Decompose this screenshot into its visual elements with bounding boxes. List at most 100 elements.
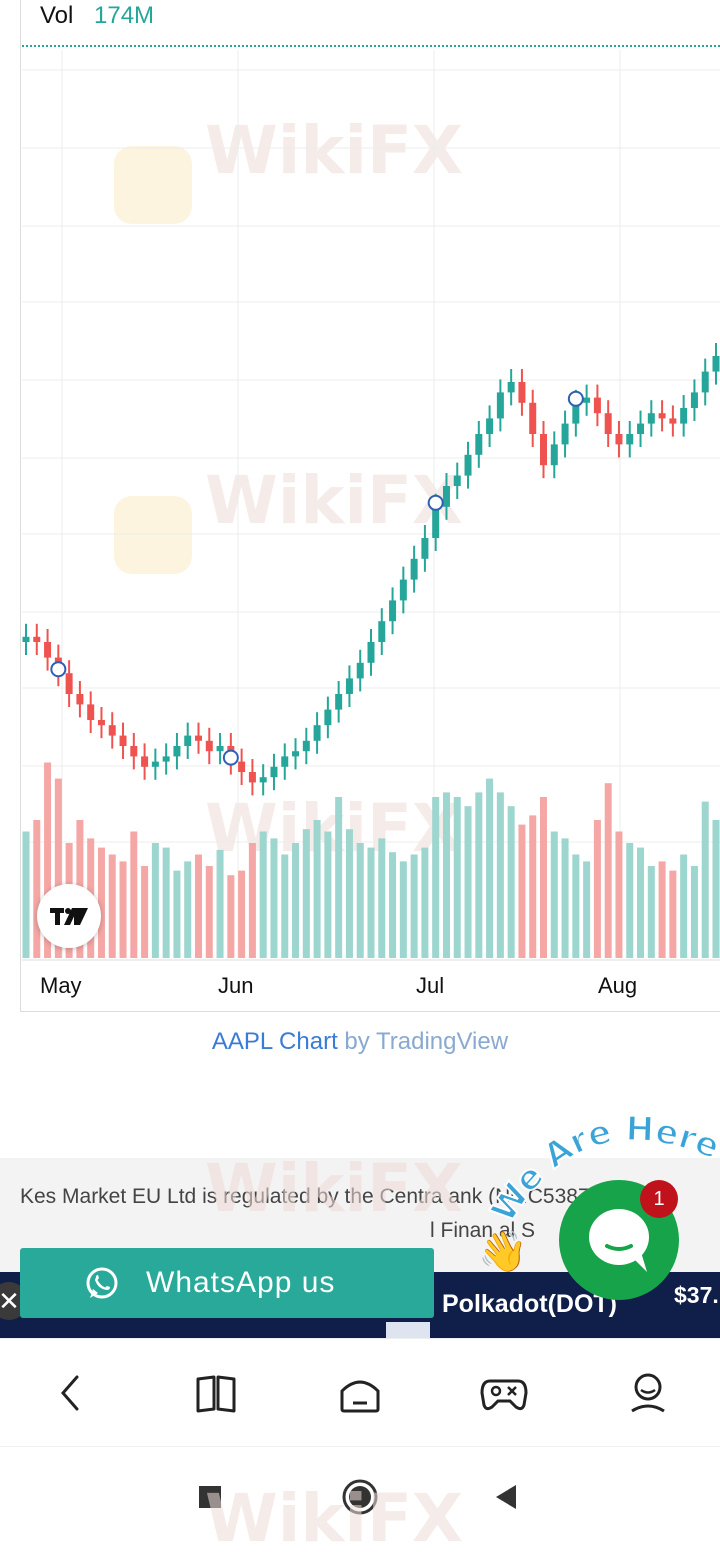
chart-container[interactable] xyxy=(20,0,720,1012)
candle-body xyxy=(119,735,127,746)
candle-body xyxy=(87,704,95,720)
x-tick-aug: Aug xyxy=(598,973,638,998)
volume-bar xyxy=(378,838,386,958)
candle-body xyxy=(475,434,483,455)
volume-bar xyxy=(399,861,407,958)
volume-bar xyxy=(119,861,127,958)
whatsapp-label: WhatsApp us xyxy=(146,1266,336,1299)
candle-body xyxy=(572,402,580,424)
whatsapp-button[interactable]: WhatsApp us xyxy=(20,1248,434,1318)
candle-body xyxy=(561,423,569,445)
candle-body xyxy=(324,709,332,726)
volume-bar xyxy=(33,820,41,958)
dividend-marker xyxy=(50,661,67,678)
regulation-text: Kes Market EU Ltd is regulated by the Ce… xyxy=(20,1180,710,1248)
volume-bar xyxy=(593,820,601,958)
volume-bar xyxy=(561,838,569,958)
candle-body xyxy=(345,678,353,694)
candle-body xyxy=(130,746,138,757)
home-icon xyxy=(340,1380,380,1413)
whatsapp-icon xyxy=(86,1267,118,1299)
candle-body xyxy=(518,382,526,403)
nav-library[interactable] xyxy=(186,1367,246,1419)
candle-body xyxy=(486,418,494,434)
volume-bar xyxy=(518,824,526,958)
candle-body xyxy=(615,434,623,445)
watermark-text: WikiFX xyxy=(205,112,463,189)
candle-body xyxy=(281,756,289,767)
candle-body xyxy=(270,766,278,778)
candle-body xyxy=(701,371,709,393)
volume-bar xyxy=(647,866,655,958)
nav-profile[interactable] xyxy=(618,1367,678,1419)
tradingview-logo[interactable] xyxy=(37,884,101,948)
nav-home[interactable] xyxy=(330,1367,390,1419)
candle-body xyxy=(108,725,116,736)
volume-bar xyxy=(464,806,472,958)
volume-bar xyxy=(701,801,709,958)
candle-body xyxy=(669,418,677,424)
volume-bar xyxy=(97,847,105,958)
attribution-by-link[interactable]: by TradingView xyxy=(337,1028,509,1055)
candle-body xyxy=(421,538,429,559)
nav-games[interactable] xyxy=(474,1367,534,1419)
attribution-symbol-link[interactable]: AAPL Chart xyxy=(211,1028,338,1055)
candle-body xyxy=(647,413,655,424)
volume-bar xyxy=(529,815,537,958)
volume-bar xyxy=(238,870,246,958)
nav-back[interactable] xyxy=(40,1367,100,1419)
volume-bar xyxy=(281,854,289,958)
volume-bar xyxy=(496,792,504,958)
volume-bar xyxy=(227,875,235,958)
back-triangle-icon xyxy=(496,1485,516,1509)
system-back-button[interactable] xyxy=(486,1477,526,1517)
system-home-button[interactable] xyxy=(340,1477,380,1517)
volume-bar xyxy=(44,762,52,958)
candle-body xyxy=(464,454,472,476)
candle-body xyxy=(550,444,558,466)
volume-bar xyxy=(389,852,397,958)
recents-icon xyxy=(199,1486,221,1508)
watermark-text: WikiFX xyxy=(205,1480,463,1557)
candle-body xyxy=(162,756,170,762)
volume-bar xyxy=(637,847,645,958)
volume-bar xyxy=(583,861,591,958)
volume-bar xyxy=(195,854,202,958)
candle-body xyxy=(583,397,591,403)
system-navigation xyxy=(0,1446,720,1544)
candle-body xyxy=(399,579,407,601)
candlestick-chart[interactable] xyxy=(0,0,720,1012)
chart-attribution[interactable]: AAPL Chart by TradingView xyxy=(0,1028,720,1056)
volume-bar xyxy=(540,797,547,958)
book-icon xyxy=(196,1375,236,1413)
candle-body xyxy=(151,761,159,767)
volume-bar xyxy=(130,831,138,958)
candle-body xyxy=(712,356,720,372)
candle-body xyxy=(248,772,256,783)
ticker-logo-placeholder xyxy=(386,1322,430,1338)
candle-body xyxy=(604,413,612,434)
volume-bar xyxy=(205,866,213,958)
candle-body xyxy=(205,740,213,752)
volume-bar xyxy=(184,861,192,958)
candle-body xyxy=(593,397,601,414)
home-circle-icon xyxy=(342,1479,378,1515)
ticker-coin-name: Polkadot(DOT) xyxy=(442,1290,617,1318)
volume-bar xyxy=(475,792,483,958)
candle-body xyxy=(507,382,515,393)
regulation-text-line: Kes Market EU Ltd is regulated by the Ce… xyxy=(20,1185,615,1208)
watermark-text: WikiFX xyxy=(205,1150,463,1227)
bottom-navigation xyxy=(0,1338,720,1447)
volume-bar xyxy=(54,778,62,958)
candle-body xyxy=(356,662,364,679)
volume-bar xyxy=(356,843,364,958)
waving-hand-icon: 👋 xyxy=(478,1230,528,1274)
candle-body xyxy=(97,720,105,726)
volume-bar xyxy=(162,847,170,958)
dividend-marker xyxy=(222,749,239,766)
watermark-badge xyxy=(114,146,192,224)
recents-button[interactable] xyxy=(190,1477,230,1517)
volume-bar xyxy=(335,797,343,958)
watermark-text: WikiFX xyxy=(205,462,463,539)
candle-body xyxy=(33,636,41,642)
